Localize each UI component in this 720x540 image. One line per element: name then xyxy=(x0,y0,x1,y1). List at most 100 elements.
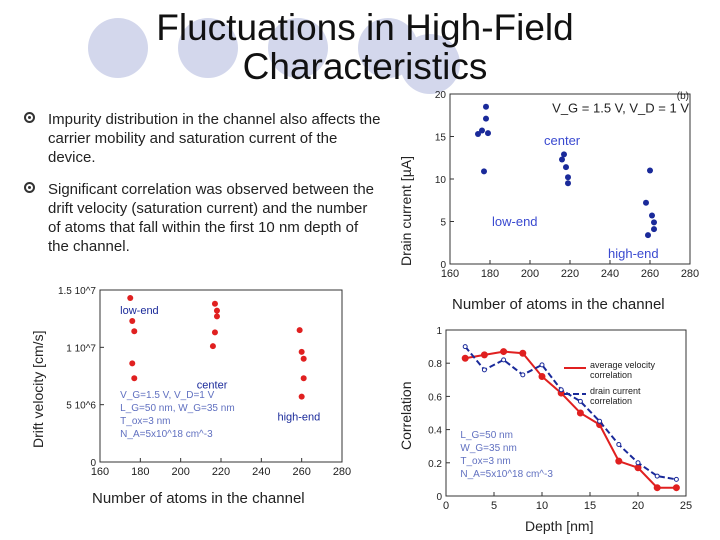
bullet-text: Significant correlation was observed bet… xyxy=(48,181,375,255)
chart3-series-point-2 xyxy=(520,372,526,378)
bullet-item: Significant correlation was observed bet… xyxy=(22,180,382,256)
drain-current-chart: 160 180 200 220 240 260 280 0 5 10 15 20 low-end cent… xyxy=(435,90,699,280)
chart2-x-tick-label: 180 xyxy=(131,466,149,478)
drift-velocity-chart: 160 180 200 220 240 260 280 0 5 10^6 1 10^7 1.5 10… xyxy=(58,286,351,478)
chart1-group-label: high-end xyxy=(608,246,659,261)
chart3-series-point-1 xyxy=(461,354,469,362)
chart2-point-low-end xyxy=(129,360,136,367)
decor-circle-5 xyxy=(400,34,460,94)
decor-circle-3 xyxy=(268,18,328,78)
chart2-x-tick-label: 200 xyxy=(171,466,189,478)
correlation-chart: 0 5 10 15 20 25 0 0.2 0.4 0.6 0.8 1 average velocity… xyxy=(428,326,692,512)
chart3-plot-frame xyxy=(445,329,687,497)
chart1-point-center xyxy=(561,151,567,158)
chart3-series-point-1 xyxy=(615,457,623,465)
chart3-series-point-1 xyxy=(500,348,508,356)
chart1-point-low-end xyxy=(483,115,489,122)
chart2-y-tick-label: 1.5 10^7 xyxy=(58,286,96,297)
bullet-item: Impurity distribution in the channel als… xyxy=(22,110,382,167)
chart2-point-high-end xyxy=(298,393,305,400)
chart2-point-high-end xyxy=(300,355,307,362)
chart3-series-point-1 xyxy=(672,484,680,492)
chart3-annotation-line: L_G=50 nm xyxy=(460,430,513,441)
chart3-y-tick-label: 0.4 xyxy=(428,426,442,437)
chart3-series-point-1 xyxy=(538,372,546,380)
chart1-y-tick-label: 10 xyxy=(435,175,447,186)
chart1-point-center xyxy=(565,174,571,181)
chart3-legend-label: correlation xyxy=(590,370,632,380)
chart1-y-tick-label: 5 xyxy=(440,218,446,229)
chart3-series-line-2 xyxy=(464,345,677,481)
chart3-annotation-line: W_G=35 nm xyxy=(460,443,516,454)
chart3-series-point-2 xyxy=(462,344,468,350)
chart2-annotation-line: N_A=5x10^18 cm^-3 xyxy=(120,429,213,440)
chart3-series-point-2 xyxy=(654,473,660,479)
chart1-panel-label: (b) xyxy=(677,91,689,102)
chart1-point-low-end xyxy=(481,168,487,175)
chart3-x-tick-label: 10 xyxy=(536,500,548,512)
chart1-x-tick-label: 280 xyxy=(681,268,699,280)
chart3-legend-label: correlation xyxy=(590,396,632,406)
bullet-text: Impurity distribution in the channel als… xyxy=(48,111,381,166)
chart1-x-tick-label: 160 xyxy=(441,268,459,280)
chart1-point-center xyxy=(559,156,565,163)
chart3-ylabel: Correlation xyxy=(398,381,414,450)
bullet-list: Impurity distribution in the channel als… xyxy=(22,110,382,269)
chart3-series-point-2 xyxy=(481,367,487,373)
chart1-ylabel: Drain current [µA] xyxy=(398,156,414,266)
chart2-point-low-end xyxy=(129,317,136,324)
chart1-point-high-end xyxy=(649,212,655,219)
chart3-annotation-line: T_ox=3 nm xyxy=(460,456,510,467)
chart3-x-tick-label: 5 xyxy=(491,500,497,512)
chart3-y-tick-label: 0 xyxy=(436,492,442,503)
chart2-annotation-line: T_ox=3 nm xyxy=(120,416,170,427)
bullet-icon xyxy=(24,182,35,193)
chart2-group-label: center xyxy=(197,380,228,392)
chart3-series-point-2 xyxy=(558,387,564,393)
chart3-x-tick-label: 25 xyxy=(680,500,692,512)
chart3-series-point-1 xyxy=(634,464,642,472)
chart3-series-point-2 xyxy=(501,357,507,363)
chart1-point-low-end xyxy=(485,130,491,137)
decor-circle-1 xyxy=(88,18,148,78)
chart1-point-high-end xyxy=(651,219,657,226)
chart2-xlabel: Number of atoms in the channel xyxy=(92,490,305,507)
chart2-point-center xyxy=(211,329,218,336)
chart1-point-high-end xyxy=(647,167,653,174)
chart2-point-low-end xyxy=(131,375,138,382)
chart1-point-center xyxy=(565,180,571,187)
chart3-series-point-2 xyxy=(616,442,622,448)
chart1-point-high-end xyxy=(645,232,651,239)
chart3-annotation-line: N_A=5x10^18 cm^-3 xyxy=(460,469,553,480)
chart3-series-point-2 xyxy=(577,398,583,404)
chart3-series-point-1 xyxy=(653,484,661,492)
chart1-x-tick-label: 200 xyxy=(521,268,539,280)
chart3-x-tick-label: 0 xyxy=(443,500,449,512)
chart2-point-center xyxy=(213,307,220,314)
chart3-y-tick-label: 1 xyxy=(436,326,442,337)
chart1-x-tick-label: 180 xyxy=(481,268,499,280)
chart3-x-tick-label: 15 xyxy=(584,500,596,512)
chart3-series-point-2 xyxy=(635,460,641,466)
chart2-point-center xyxy=(213,313,220,320)
chart2-x-tick-label: 260 xyxy=(292,466,310,478)
chart1-point-high-end xyxy=(651,226,657,233)
chart3-series-point-2 xyxy=(597,418,603,424)
chart2-y-tick-label: 1 10^7 xyxy=(66,343,96,354)
chart2-point-low-end xyxy=(131,328,138,335)
chart1-point-low-end xyxy=(475,130,481,137)
chart2-point-center xyxy=(211,300,218,307)
chart1-group-label: center xyxy=(544,133,581,148)
chart3-series-point-1 xyxy=(519,349,527,357)
chart2-y-tick-label: 0 xyxy=(90,458,96,469)
chart2-point-center xyxy=(209,343,216,350)
chart2-point-low-end xyxy=(127,295,134,302)
chart2-y-tick-label: 5 10^6 xyxy=(66,401,96,412)
chart1-y-tick-label: 15 xyxy=(435,133,447,144)
chart3-y-tick-label: 0.6 xyxy=(428,392,442,403)
chart1-x-tick-label: 240 xyxy=(601,268,619,280)
chart3-legend-label: average velocity xyxy=(590,360,656,370)
chart3-series-point-2 xyxy=(539,362,545,368)
chart2-x-tick-label: 160 xyxy=(91,466,109,478)
chart3-series-point-1 xyxy=(576,409,584,417)
